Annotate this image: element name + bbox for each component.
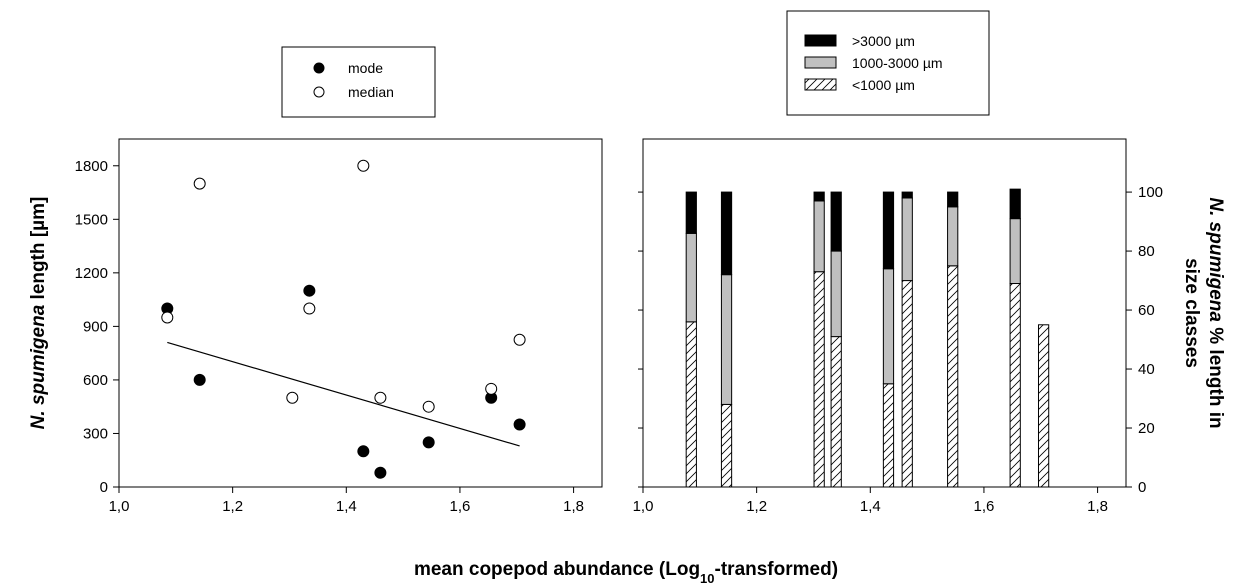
bar-segment-mid (830, 250, 842, 338)
mode-point (193, 373, 206, 386)
trend-line (167, 341, 520, 447)
bar-segment-large (947, 191, 959, 208)
left-y-axis-label: N. spumigena length [µm] (28, 197, 49, 430)
x-label-subscript: 10 (700, 571, 714, 586)
bar-segment-mid (901, 197, 913, 282)
left-y-tick-label: 0 (100, 479, 108, 496)
left-x-tick-label: 1,8 (563, 498, 584, 515)
bar-segment-small (813, 271, 825, 488)
median-point (303, 302, 316, 315)
left-x-tick-label: 1,6 (450, 498, 471, 515)
bar-segment-small (901, 280, 913, 488)
left-y-tick-label: 900 (83, 318, 108, 335)
legend-small-swatch (804, 78, 837, 91)
bar-segment-large (901, 191, 913, 199)
legend-median-marker (313, 86, 325, 98)
left-x-tick-label: 1,2 (222, 498, 243, 515)
bar-segment-small (947, 265, 959, 488)
bar-segment-small (1037, 324, 1050, 488)
median-point (193, 177, 206, 190)
legend-large-label: >3000 µm (852, 33, 915, 49)
legend-mode-label: mode (348, 60, 383, 76)
left-y-axis: 0 300 600 900 1200 1500 1800 (75, 158, 119, 496)
legend-median-label: median (348, 84, 394, 100)
stacked-bars (685, 188, 1050, 488)
median-point (422, 400, 435, 413)
mode-point (422, 436, 435, 449)
left-y-label-species: N. spumigena (28, 304, 49, 429)
left-legend: mode median (281, 46, 436, 118)
left-x-axis: 1,0 1,2 1,4 1,6 1,8 (109, 487, 584, 515)
bar-segment-large (882, 191, 895, 270)
median-point (374, 391, 387, 404)
bar-segment-small (882, 383, 895, 488)
right-plot: 1,0 1,2 1,4 1,6 1,8 0 20 40 60 80 100 N. spumigen… (633, 138, 1226, 515)
mode-point (513, 418, 526, 431)
right-y-tick-label: 20 (1138, 420, 1155, 437)
bar-segment-small (685, 321, 697, 488)
right-x-axis: 1,0 1,2 1,4 1,6 1,8 (633, 487, 1108, 515)
right-x-tick-label: 1,0 (633, 498, 654, 515)
right-y-axis: 0 20 40 60 80 100 (638, 184, 1163, 496)
legend-large-swatch (804, 34, 837, 47)
bar-segment-mid (685, 232, 697, 323)
bar-segment-large (720, 191, 733, 276)
right-y-tick-label: 60 (1138, 302, 1155, 319)
left-x-tick-label: 1,0 (109, 498, 130, 515)
legend-mid-label: 1000-3000 µm (852, 55, 943, 71)
scatter-points (161, 159, 526, 479)
right-y-tick-label: 40 (1138, 361, 1155, 378)
right-x-tick-label: 1,2 (746, 498, 767, 515)
bar-segment-small (830, 336, 842, 488)
right-y-axis-label-line1: N. spumigena % length in (1205, 197, 1226, 428)
left-y-tick-label: 1500 (75, 211, 108, 228)
bar-segment-small (1009, 283, 1021, 488)
bar-segment-large (830, 191, 842, 252)
right-x-tick-label: 1,4 (860, 498, 881, 515)
left-x-tick-label: 1,4 (336, 498, 357, 515)
right-x-tick-label: 1,8 (1087, 498, 1108, 515)
right-y-tick-label: 100 (1138, 184, 1163, 201)
median-point (286, 391, 299, 404)
bar-segment-small (720, 403, 733, 488)
legend-mode-marker (313, 62, 325, 74)
mode-point (303, 284, 316, 297)
bar-segment-large (1009, 188, 1021, 220)
median-point (513, 333, 526, 346)
mode-point (374, 466, 387, 479)
bar-segment-large (685, 191, 697, 234)
x-label-main: mean copepod abundance (Log (414, 559, 700, 580)
left-y-tick-label: 600 (83, 372, 108, 389)
bar-segment-large (813, 191, 825, 202)
right-y-axis-label-line2: size classes (1181, 258, 1202, 368)
bar-segment-mid (813, 200, 825, 273)
left-plot: 1,0 1,2 1,4 1,6 1,8 0 300 600 900 1200 1500 1800 N… (28, 138, 603, 515)
median-point (161, 311, 174, 324)
bar-segment-mid (720, 274, 733, 405)
mode-point (357, 445, 370, 458)
right-y-label-species: N. spumigena (1205, 197, 1226, 322)
legend-small-label: <1000 µm (852, 77, 915, 93)
left-plot-frame (118, 138, 603, 488)
right-legend: >3000 µm 1000-3000 µm <1000 µm (786, 10, 990, 116)
right-y-tick-label: 80 (1138, 243, 1155, 260)
x-label-end: -transformed) (715, 559, 839, 580)
left-y-tick-label: 300 (83, 425, 108, 442)
right-y-label-rest: % length in (1205, 322, 1226, 429)
shared-x-axis-label: mean copepod abundance (Log10-transforme… (414, 559, 838, 586)
bar-segment-mid (1009, 218, 1021, 285)
left-y-tick-label: 1200 (75, 265, 108, 282)
right-x-tick-label: 1,6 (974, 498, 995, 515)
left-y-label-rest: length [µm] (28, 197, 49, 305)
bar-segment-mid (882, 268, 895, 385)
left-y-tick-label: 1800 (75, 158, 108, 175)
right-y-tick-label: 0 (1138, 479, 1146, 496)
bar-segment-mid (947, 206, 959, 267)
median-point (485, 382, 498, 395)
legend-mid-swatch (804, 56, 837, 69)
median-point (357, 159, 370, 172)
